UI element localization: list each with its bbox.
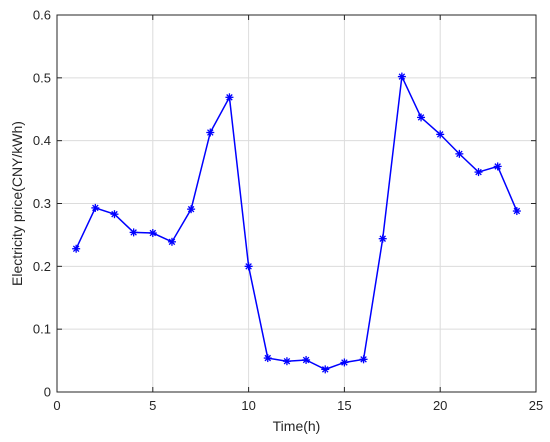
data-point xyxy=(167,237,176,246)
x-tick-label: 15 xyxy=(337,398,351,413)
x-tick-label: 20 xyxy=(433,398,447,413)
data-point xyxy=(321,365,330,374)
y-tick-label: 0.3 xyxy=(33,196,51,211)
data-point xyxy=(129,228,138,237)
axis-ticks: 0 5 10 15 20 25 0 0.1 0.2 0.3 0.4 0.5 0.6 xyxy=(33,8,543,414)
y-axis-label: Electricity price(CNY/kWh) xyxy=(9,121,25,286)
y-tick-label: 0.4 xyxy=(33,133,51,148)
data-point xyxy=(244,262,253,271)
series-layer xyxy=(72,72,521,374)
x-tick-label: 5 xyxy=(149,398,156,413)
data-point xyxy=(417,113,426,122)
x-axis-label: Time(h) xyxy=(273,418,321,434)
data-point xyxy=(72,244,81,253)
y-tick-label: 0.6 xyxy=(33,8,51,23)
data-point xyxy=(302,355,311,364)
data-point xyxy=(148,229,157,238)
data-point xyxy=(455,149,464,158)
data-point xyxy=(436,130,445,139)
y-tick-label: 0.1 xyxy=(33,322,51,337)
data-point xyxy=(91,203,100,212)
data-point xyxy=(493,162,502,171)
data-point xyxy=(263,354,272,363)
data-point xyxy=(474,168,483,177)
x-tick-label: 10 xyxy=(241,398,255,413)
x-tick-label: 25 xyxy=(529,398,543,413)
data-point xyxy=(378,234,387,243)
data-point xyxy=(359,355,368,364)
data-point xyxy=(397,72,406,81)
data-point xyxy=(206,128,215,137)
y-tick-label: 0 xyxy=(44,385,51,400)
data-point xyxy=(512,207,521,216)
data-point xyxy=(187,205,196,214)
data-point xyxy=(282,357,291,366)
data-point xyxy=(340,358,349,367)
y-tick-label: 0.2 xyxy=(33,259,51,274)
y-tick-label: 0.5 xyxy=(33,70,51,85)
data-point xyxy=(110,210,119,219)
data-point xyxy=(225,93,234,102)
x-tick-label: 0 xyxy=(53,398,60,413)
